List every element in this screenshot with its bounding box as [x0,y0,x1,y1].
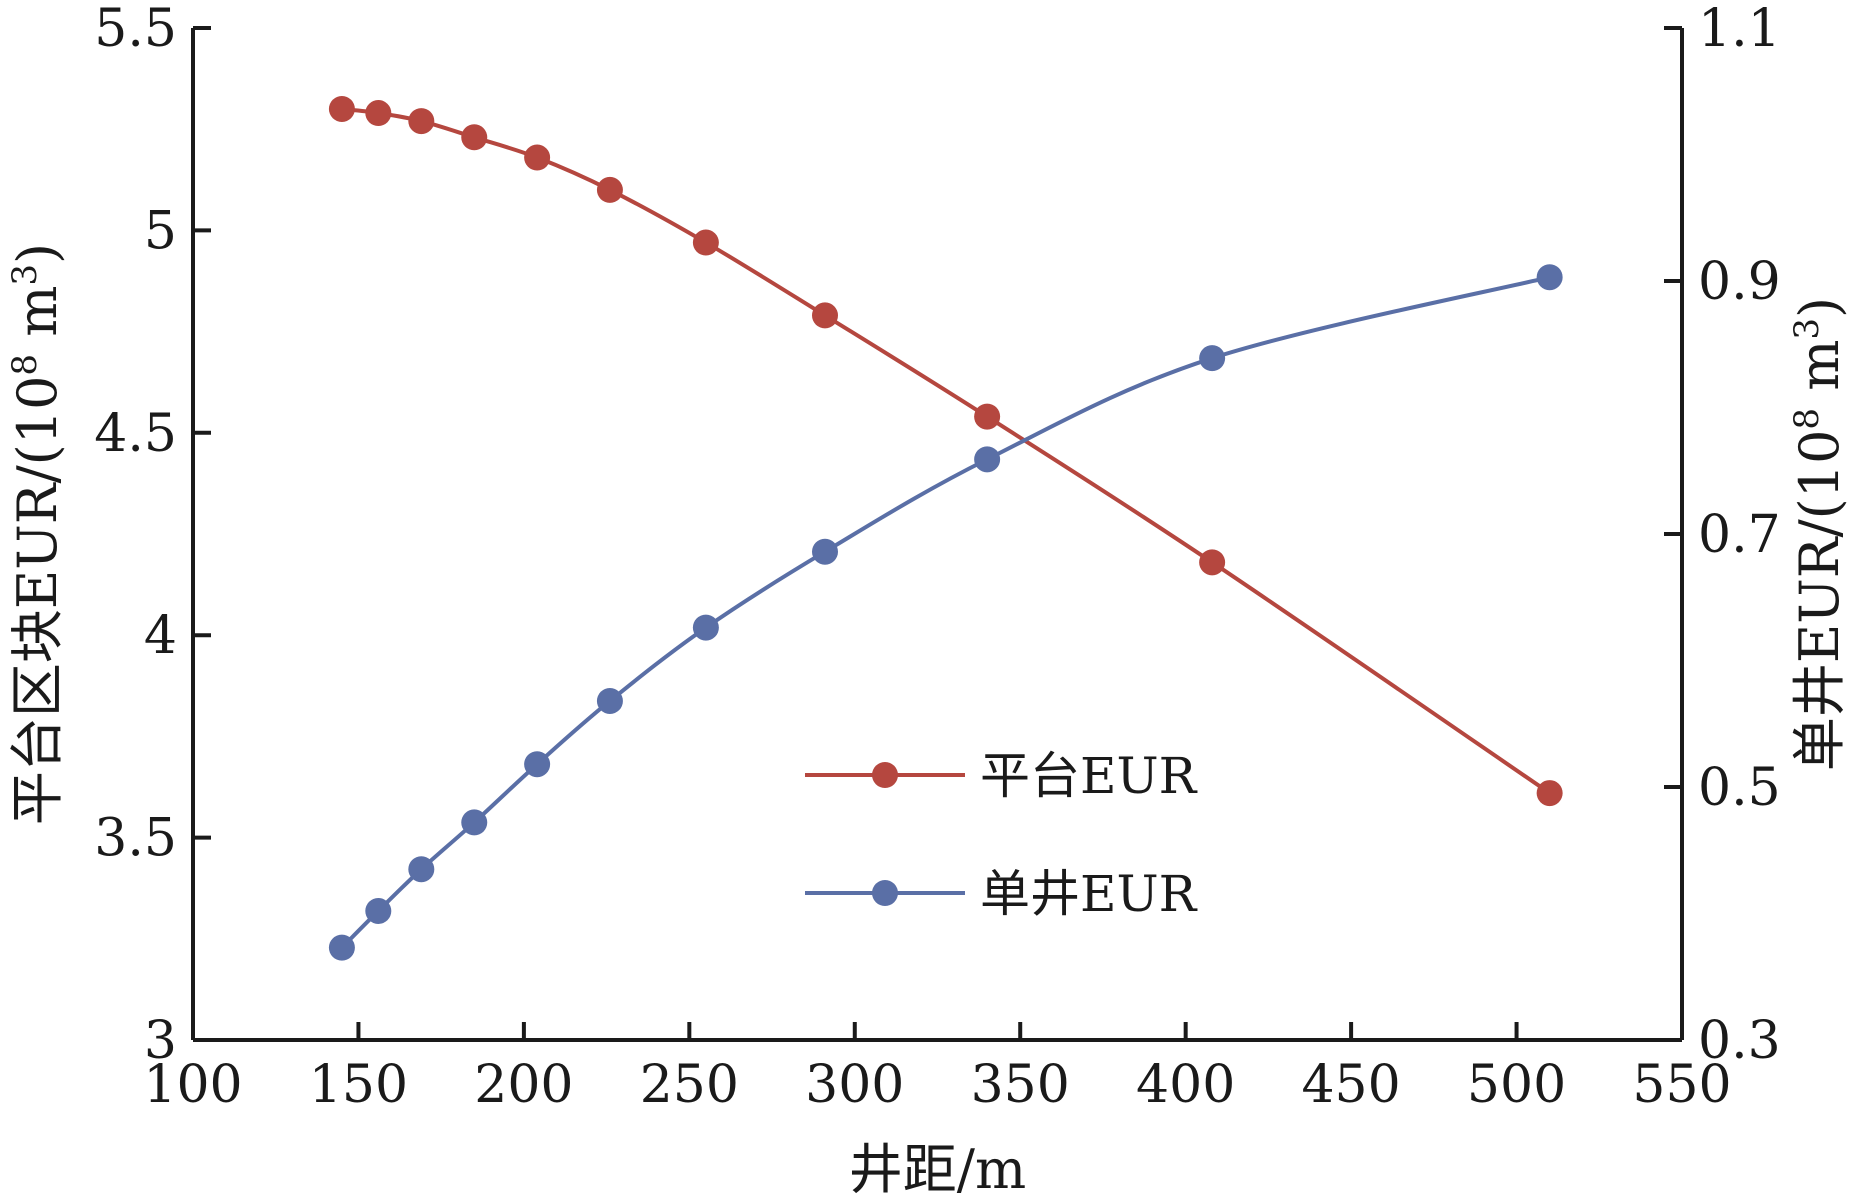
right-y-tick-label: 0.7 [1698,505,1781,565]
data-point [461,124,488,151]
data-point [596,176,623,203]
left-y-tick-label: 3.5 [94,809,177,869]
right-y-tick-label: 0.9 [1698,252,1781,312]
left-y-tick-label: 5.5 [94,0,177,59]
data-point [692,229,719,256]
data-point [1536,780,1563,807]
x-tick-label: 200 [474,1055,573,1115]
data-point [328,95,355,122]
left-y-tick-label: 4 [144,606,177,666]
series-single-well-eur [328,264,1563,961]
legend-item: 单井EUR [805,865,1198,923]
left-y-tick-label: 3 [144,1011,177,1071]
data-point [408,856,435,883]
series-line [341,106,1551,795]
data-point [692,614,719,641]
data-point [365,897,392,924]
x-axis-title: 井距/m [849,1138,1026,1199]
series-line [340,275,1551,950]
data-point [1199,549,1226,576]
data-point [524,751,551,778]
left-y-tick-label: 5 [144,201,177,261]
data-point [524,144,551,171]
x-tick-label: 300 [805,1055,904,1115]
x-tick-label: 450 [1301,1055,1400,1115]
data-point [408,108,435,135]
left-y-axis-title: 平台区块EUR/(108 m3) [5,243,69,825]
x-tick-label: 100 [143,1055,242,1115]
x-tick-label: 350 [971,1055,1070,1115]
left-y-tick-label: 4.5 [94,404,177,464]
axis-titles: 井距/m 平台区块EUR/(108 m3) 单井EUR/(108 m3) [5,243,1851,1199]
legend-label: 平台EUR [980,747,1198,805]
data-point [1199,345,1226,372]
series-layer [328,95,1563,961]
right-y-tick-label: 1.1 [1698,0,1781,59]
data-point [328,934,355,961]
x-tick-label: 550 [1632,1055,1731,1115]
right-y-axis-title: 单井EUR/(108 m3) [1787,297,1851,771]
data-point [596,687,623,714]
x-tick-label: 150 [309,1055,408,1115]
legend-marker [872,762,898,788]
x-tick-label: 500 [1467,1055,1566,1115]
data-point [811,538,838,565]
data-point [365,100,392,127]
data-point [974,403,1001,430]
data-point [1536,264,1563,291]
right-y-tick-label: 0.3 [1698,1011,1781,1071]
x-tick-label: 250 [640,1055,739,1115]
legend-item: 平台EUR [805,747,1198,805]
right-y-tick-label: 0.5 [1698,758,1781,818]
data-point [811,302,838,329]
data-point [461,809,488,836]
x-tick-label: 400 [1136,1055,1235,1115]
series-platform-eur [328,95,1563,807]
axes-layer: 100 150 200 250 300 350 400 450 500 550 3 3.5 4 4.5 5 5… [94,0,1780,1115]
legend: 平台EUR 单井EUR [805,747,1198,923]
legend-label: 单井EUR [980,865,1198,923]
legend-marker [872,880,898,906]
data-point [974,446,1001,473]
